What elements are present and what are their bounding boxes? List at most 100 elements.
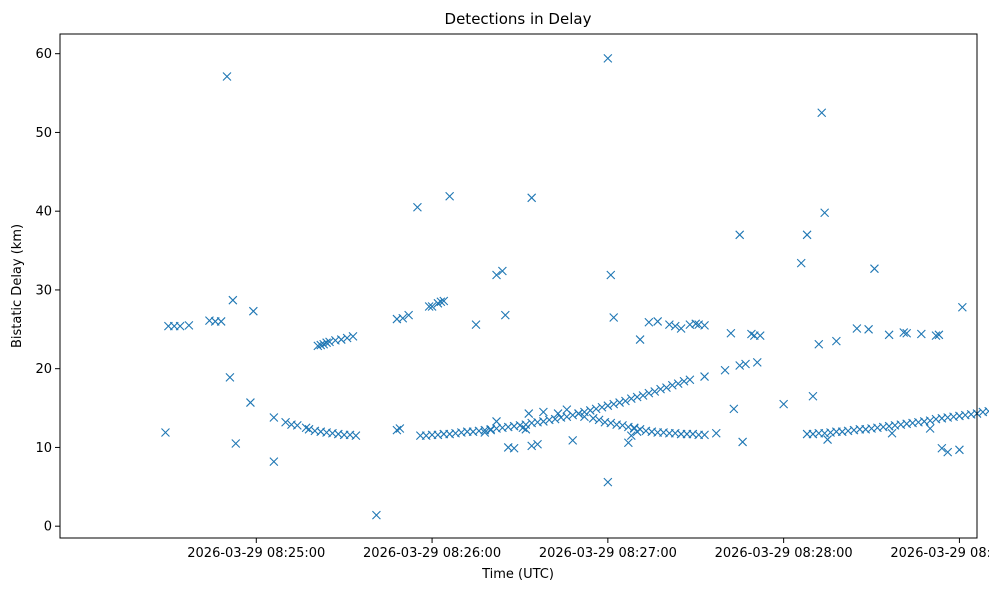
- data-point-marker: [808, 391, 818, 401]
- data-point-marker: [864, 324, 873, 334]
- data-point-marker: [348, 332, 358, 341]
- data-point-marker: [615, 398, 624, 407]
- data-point-marker: [609, 313, 619, 322]
- data-point-marker: [644, 388, 654, 398]
- data-point-marker: [676, 324, 686, 333]
- data-point-marker: [398, 313, 408, 323]
- data-point-marker: [943, 447, 953, 457]
- data-point-marker: [301, 423, 311, 433]
- data-point-marker: [650, 387, 660, 396]
- data-point-marker: [820, 208, 830, 218]
- x-tick-label: 2026-03-29 08:29:00: [890, 546, 989, 561]
- data-point-marker: [735, 230, 745, 240]
- data-point-marker: [752, 357, 762, 367]
- data-point-marker: [175, 321, 185, 331]
- data-point-marker: [392, 425, 402, 435]
- y-tick-label: 10: [35, 441, 52, 456]
- data-point-marker: [316, 340, 326, 350]
- data-point-marker: [887, 428, 897, 438]
- x-tick-label: 2026-03-29 08:28:00: [715, 546, 853, 561]
- data-point-marker: [439, 296, 449, 306]
- data-point-marker: [413, 202, 422, 212]
- y-tick-label: 20: [35, 362, 52, 377]
- data-point-marker: [802, 230, 812, 240]
- data-point-marker: [609, 399, 619, 409]
- data-point-marker: [304, 424, 314, 434]
- data-point-marker: [395, 424, 405, 433]
- data-point-marker: [870, 264, 879, 274]
- data-point-marker: [831, 336, 841, 346]
- data-point-marker: [228, 295, 238, 305]
- data-point-marker: [486, 425, 496, 435]
- data-point-marker: [597, 402, 607, 412]
- data-point-marker: [623, 438, 633, 448]
- data-point-marker: [527, 441, 537, 451]
- data-point-marker: [319, 339, 329, 349]
- data-point-marker: [691, 319, 701, 329]
- data-point-marker: [231, 439, 241, 448]
- data-point-marker: [336, 335, 346, 344]
- data-point-marker: [471, 320, 481, 329]
- data-point-marker: [553, 409, 563, 418]
- data-point-marker: [269, 457, 279, 467]
- data-point-marker: [916, 329, 926, 339]
- data-point-marker: [325, 337, 334, 347]
- data-point-marker: [225, 372, 235, 382]
- data-point-marker: [372, 510, 381, 520]
- data-point-marker: [424, 302, 434, 311]
- data-point-marker: [580, 412, 589, 422]
- data-point-marker: [667, 380, 677, 390]
- data-point-marker: [591, 404, 601, 414]
- data-point-marker: [509, 443, 519, 453]
- data-point-marker: [562, 412, 572, 422]
- data-point-marker: [662, 383, 671, 392]
- data-point-marker: [594, 415, 604, 425]
- data-point-marker: [638, 391, 648, 400]
- data-point-marker: [322, 338, 331, 348]
- data-point-marker: [248, 306, 258, 316]
- data-point-marker: [700, 320, 709, 330]
- chart-title: Detections in Delay: [445, 10, 592, 28]
- data-point-marker: [626, 394, 636, 404]
- plot-area: [161, 54, 989, 520]
- data-point-marker: [492, 270, 501, 280]
- data-point-marker: [726, 328, 736, 338]
- y-tick-label: 30: [35, 283, 52, 298]
- data-point-marker: [884, 330, 894, 340]
- data-point-marker: [644, 317, 654, 327]
- x-axis: 2026-03-29 08:25:00 2026-03-29 08:26:00 20…: [187, 538, 989, 561]
- data-point-marker: [518, 423, 528, 433]
- data-point-marker: [618, 420, 627, 430]
- data-point-marker: [902, 328, 912, 338]
- data-point-marker: [629, 423, 639, 433]
- axes-frame: [59, 33, 978, 539]
- data-point-marker: [937, 443, 947, 453]
- data-point-marker: [351, 431, 361, 441]
- data-point-marker: [957, 302, 967, 312]
- data-point-marker: [738, 437, 748, 447]
- data-point-marker: [184, 320, 194, 330]
- data-point-marker: [246, 398, 255, 407]
- data-point-marker: [436, 297, 446, 307]
- data-point-marker: [700, 372, 709, 381]
- x-axis-title: Time (UTC): [481, 567, 554, 582]
- data-point-marker: [281, 417, 290, 427]
- data-point-marker: [796, 258, 806, 268]
- data-point-marker: [433, 298, 443, 308]
- data-point-marker: [524, 409, 534, 418]
- data-point-marker: [755, 331, 765, 341]
- data-point-marker: [445, 191, 455, 201]
- data-point-marker: [685, 375, 695, 385]
- data-point-marker: [670, 321, 680, 331]
- data-point-marker: [603, 477, 613, 487]
- data-point-marker: [934, 330, 944, 340]
- data-point-marker: [500, 310, 510, 320]
- data-point-marker: [741, 359, 750, 369]
- data-point-marker: [679, 376, 689, 386]
- y-axis: 0 10 20 30 40 50 60: [35, 47, 60, 535]
- data-point-marker: [161, 428, 170, 437]
- data-point-marker: [521, 424, 531, 434]
- data-point-marker: [700, 430, 709, 440]
- data-point-marker: [539, 407, 548, 417]
- data-point-marker: [527, 193, 537, 203]
